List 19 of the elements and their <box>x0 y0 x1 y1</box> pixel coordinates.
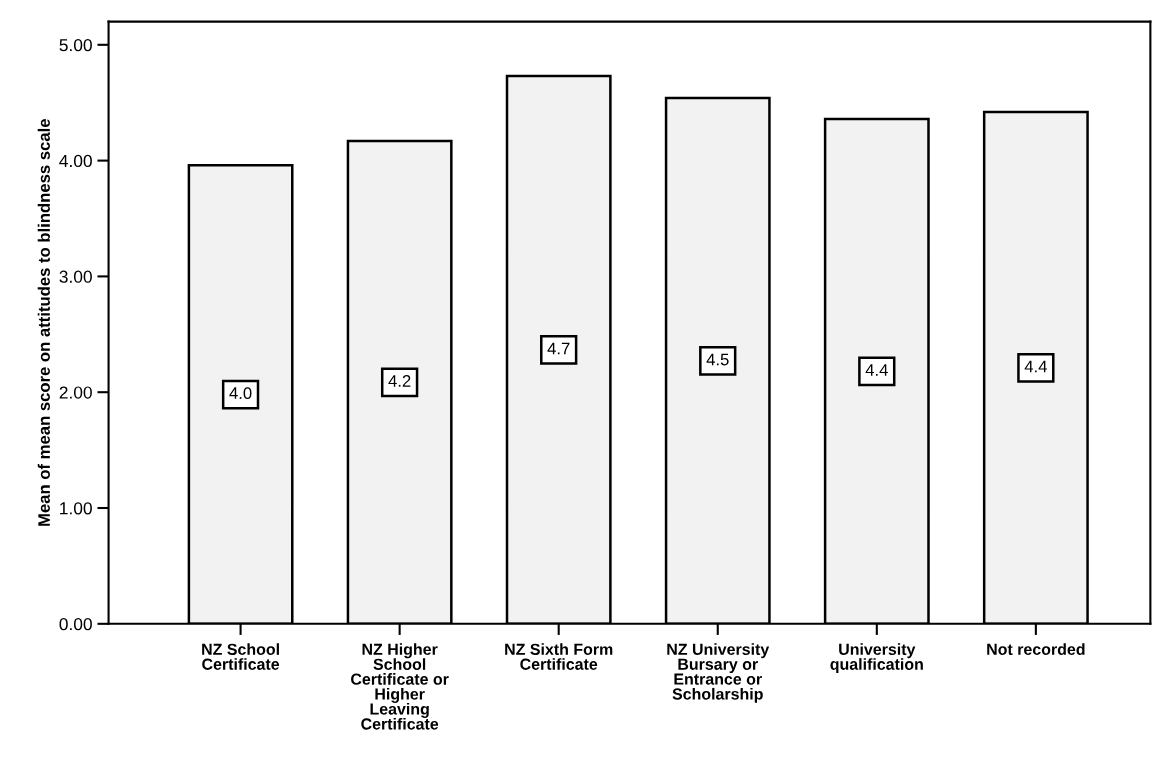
y-tick-label: 3.00 <box>59 270 92 283</box>
data-label: 4.4 <box>865 364 888 376</box>
x-tick-label: NZ Sixth Form Certificate <box>505 643 613 670</box>
data-label: 4.0 <box>229 387 252 399</box>
y-tick-label: 2.00 <box>59 386 92 399</box>
y-tick-label: 4.00 <box>59 154 92 168</box>
x-tick-label: NZ University Bursary or Entrance or Scholarship <box>667 643 770 703</box>
data-label: 4.5 <box>706 353 729 366</box>
x-tick-label: Not recorded <box>987 643 1085 655</box>
y-tick-label: 1.00 <box>60 502 92 515</box>
data-label: 4.2 <box>388 375 411 387</box>
y-tick-label: 5.00 <box>59 38 92 52</box>
data-label: 4.4 <box>1024 360 1047 373</box>
y-tick-label: 0.00 <box>59 617 92 631</box>
data-label: 4.7 <box>547 342 570 355</box>
x-tick-label: NZ School Certificate <box>202 643 280 670</box>
x-tick-label: University qualification <box>830 643 923 674</box>
y-axis-title: Mean of mean score on attitudes to blindness scale <box>37 119 50 526</box>
x-tick-label: NZ Higher School Certificate or Higher Leaving Certificate <box>351 643 449 730</box>
